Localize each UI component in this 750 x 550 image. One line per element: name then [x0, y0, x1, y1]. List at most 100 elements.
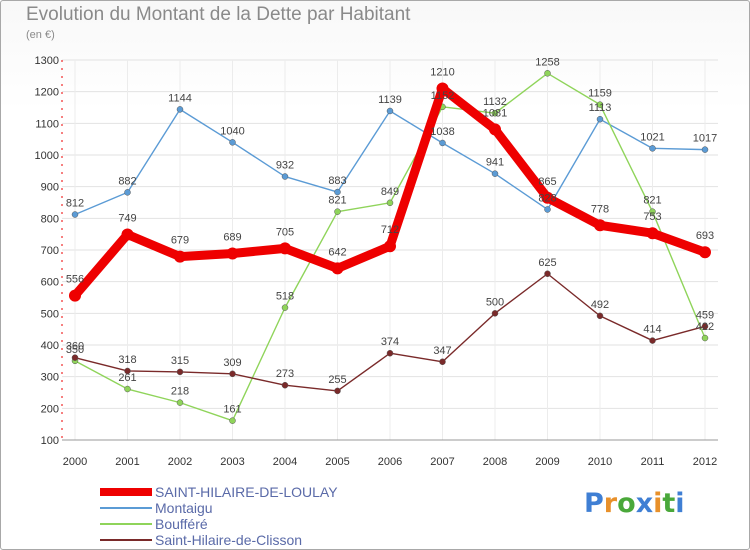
data-label: 556	[66, 274, 84, 286]
data-point	[541, 191, 554, 204]
x-tick-label: 2006	[378, 456, 402, 468]
axes	[61, 60, 718, 441]
data-point	[281, 173, 289, 180]
legend-label: SAINT-HILAIRE-DE-LOULAY	[155, 484, 338, 500]
data-point	[229, 417, 236, 424]
data-point	[649, 208, 656, 215]
data-label: 693	[696, 230, 714, 242]
data-label: 422	[696, 321, 714, 333]
data-point	[701, 323, 709, 330]
data-point	[544, 206, 551, 213]
data-point	[229, 370, 236, 378]
data-point	[229, 139, 236, 146]
data-label: 315	[171, 355, 189, 367]
data-label: 161	[223, 404, 241, 416]
data-point	[544, 70, 551, 77]
legend-label: Montaigu	[155, 500, 213, 516]
legend-label: Boufféré	[155, 516, 208, 532]
y-tick-label: 900	[41, 182, 59, 194]
data-point	[69, 289, 81, 302]
y-tick-label: 800	[41, 213, 59, 225]
data-point	[649, 145, 656, 152]
data-label: 882	[118, 175, 136, 187]
y-tick-label: 400	[41, 340, 59, 352]
data-label: 812	[66, 198, 84, 210]
data-label: 749	[118, 212, 136, 224]
data-point	[649, 337, 656, 344]
x-tick-label: 2012	[693, 456, 717, 468]
data-point	[281, 381, 289, 389]
data-label: 642	[328, 246, 346, 258]
data-point	[334, 387, 341, 395]
data-label: 350	[66, 344, 84, 356]
data-label: 883	[328, 175, 346, 187]
data-label: 679	[171, 235, 189, 247]
data-point	[331, 262, 344, 275]
data-point	[279, 242, 291, 255]
y-tick-labels: 100 200 300 400 500 600 700 800 900 1000 1100 1200 1…	[35, 55, 59, 447]
x-tick-label: 2002	[168, 456, 192, 468]
data-label: 374	[381, 336, 399, 348]
data-point	[701, 146, 709, 153]
x-tick-label: 2000	[63, 456, 87, 468]
data-label: 1258	[535, 56, 559, 68]
legend-swatch	[100, 539, 152, 541]
data-point	[699, 246, 711, 259]
logo-letter: r	[603, 488, 618, 519]
data-label: 255	[328, 374, 346, 386]
data-point	[176, 106, 184, 113]
data-label: 1017	[693, 133, 717, 145]
data-point	[594, 219, 606, 232]
x-tick-label: 2011	[641, 456, 665, 468]
x-tick-label: 2001	[115, 456, 139, 468]
x-tick-labels: 2000 2001 2002 2003 2004 2005 2006 2007 2008 2009…	[63, 456, 717, 468]
y-tick-label: 200	[41, 403, 59, 415]
data-label: 492	[591, 299, 609, 311]
x-tick-label: 2004	[273, 456, 297, 468]
x-tick-label: 2009	[535, 456, 559, 468]
data-label: 932	[276, 160, 294, 172]
data-point	[121, 228, 134, 241]
legend-swatch	[100, 523, 152, 525]
data-label: 1040	[220, 125, 244, 137]
logo-letter: P	[584, 488, 604, 519]
data-label: 849	[381, 186, 399, 198]
data-label: 625	[538, 257, 556, 269]
x-tick-label: 2005	[325, 456, 349, 468]
data-point	[386, 107, 394, 115]
data-label: 821	[643, 195, 661, 207]
data-point	[384, 240, 396, 253]
data-point	[491, 170, 499, 177]
data-point	[596, 101, 604, 108]
data-point	[124, 367, 131, 375]
logo-letter: i	[653, 488, 663, 519]
logo-letter: t	[662, 488, 676, 519]
data-point	[596, 115, 604, 123]
data-point	[596, 312, 604, 320]
y-tick-label: 1100	[35, 118, 59, 130]
data-point	[436, 82, 449, 95]
data-label: 941	[486, 157, 504, 169]
data-label: 1144	[168, 92, 192, 104]
y-tick-label: 600	[41, 277, 59, 289]
data-label: 865	[538, 176, 556, 188]
y-tick-label: 1300	[35, 55, 59, 67]
data-point	[226, 247, 239, 260]
y-tick-label: 1200	[35, 87, 59, 99]
data-point	[334, 188, 341, 196]
data-label: 1132	[483, 96, 507, 108]
data-label: 500	[486, 296, 504, 308]
logo-letter: x	[635, 488, 654, 519]
x-tick-label: 2010	[588, 456, 612, 468]
legend-label: Saint-Hilaire-de-Clisson	[155, 532, 303, 548]
data-point	[701, 334, 709, 342]
data-label: 360	[66, 341, 84, 353]
data-label: 1159	[588, 88, 612, 100]
data-labels: 556 749 679 689 705 642 712 1210 1081 865 778 753 69…	[66, 56, 717, 415]
data-point	[491, 310, 499, 317]
data-point	[71, 211, 79, 218]
y-tick-label: 700	[41, 245, 59, 257]
data-point	[281, 304, 289, 311]
data-label: 1113	[589, 102, 612, 114]
